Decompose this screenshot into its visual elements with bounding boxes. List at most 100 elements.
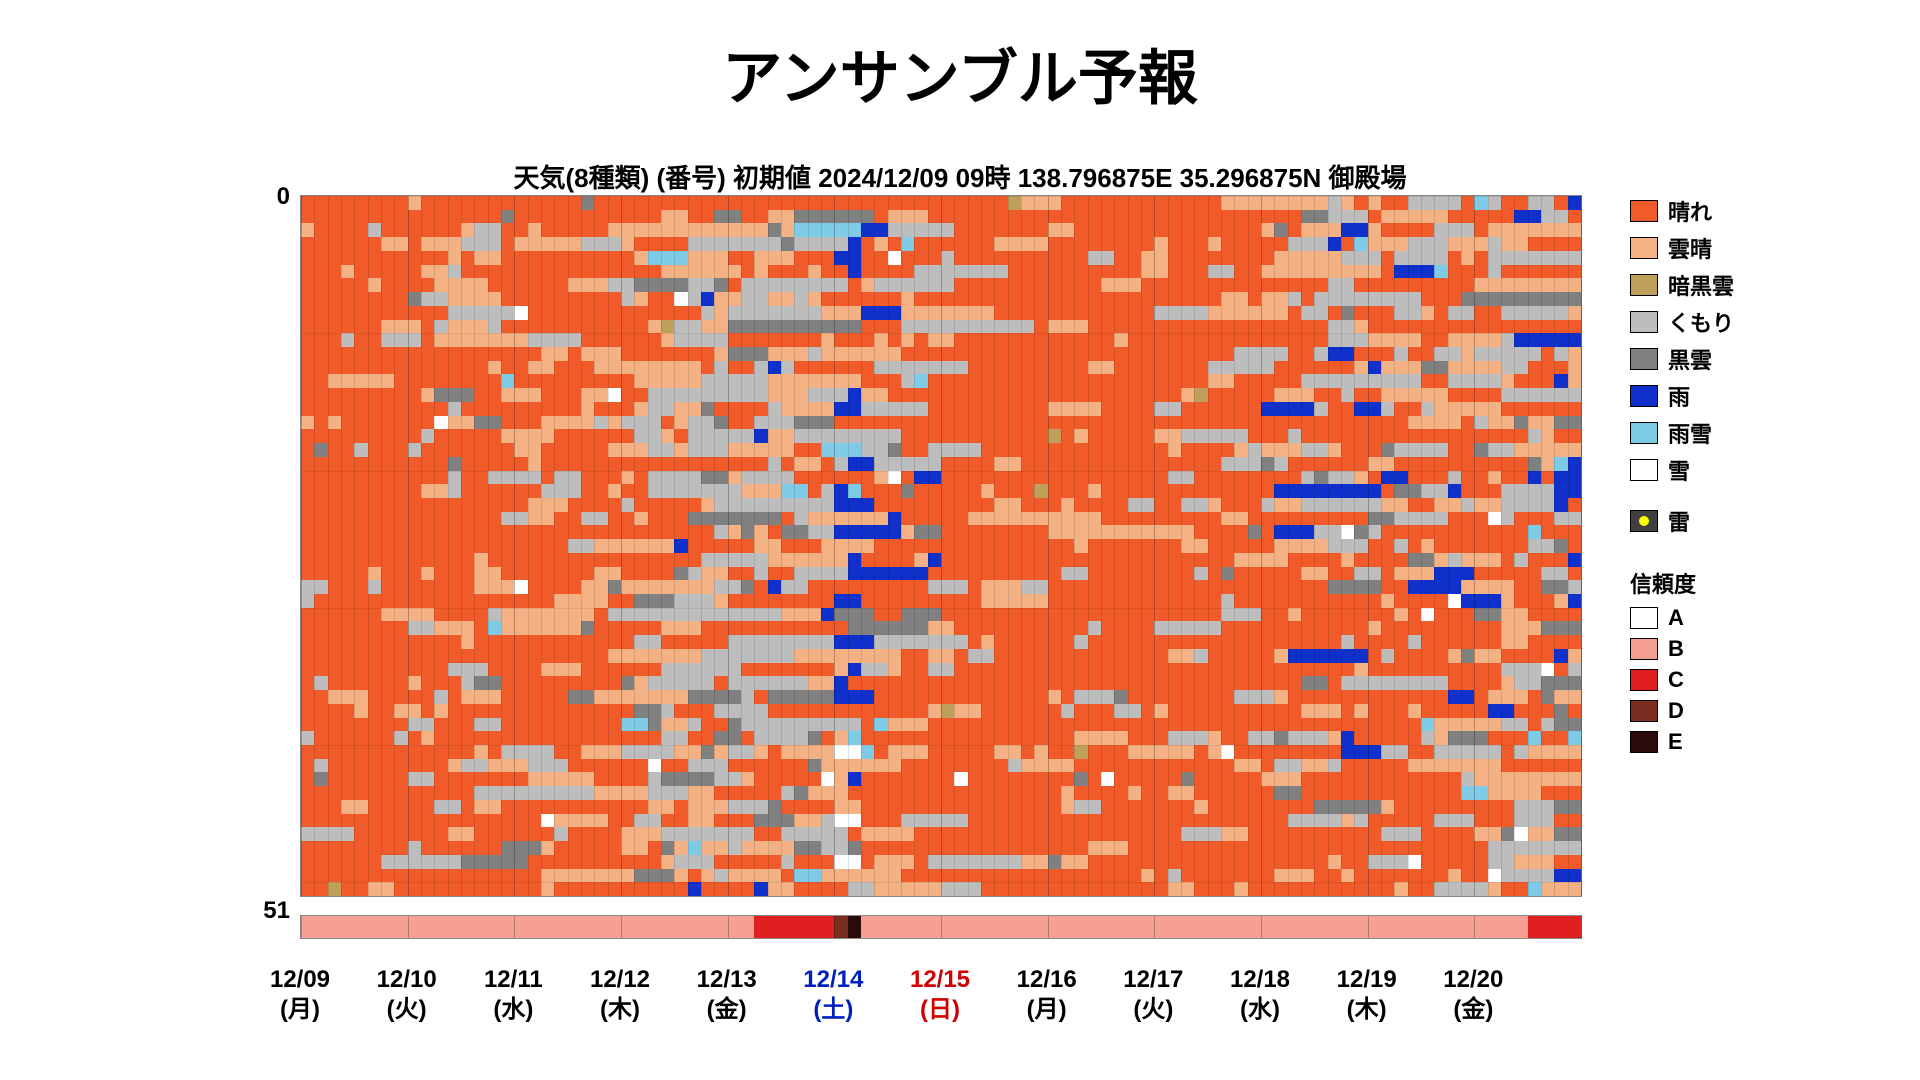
- heatmap-cell: [1194, 374, 1208, 388]
- heatmap-cell: [688, 333, 702, 347]
- heatmap-cell: [1501, 869, 1515, 883]
- heatmap-cell: [834, 786, 848, 800]
- heatmap-cell: [1128, 196, 1142, 210]
- heatmap-cell: [901, 841, 915, 855]
- heatmap-cell: [528, 265, 542, 279]
- heatmap-cell: [541, 580, 555, 594]
- heatmap-cell: [1354, 374, 1368, 388]
- heatmap-cell: [1328, 841, 1342, 855]
- heatmap-cell: [1354, 347, 1368, 361]
- heatmap-cell: [301, 292, 315, 306]
- heatmap-cell: [1301, 210, 1315, 224]
- heatmap-cell: [914, 251, 928, 265]
- heatmap-cell: [314, 759, 328, 773]
- heatmap-cell: [1514, 402, 1528, 416]
- heatmap-cell: [941, 292, 955, 306]
- heatmap-cell: [901, 402, 915, 416]
- heatmap-cell: [1528, 278, 1542, 292]
- heatmap-cell: [861, 512, 875, 526]
- heatmap-cell: [474, 196, 488, 210]
- heatmap-cell: [1354, 512, 1368, 526]
- heatmap-cell: [981, 718, 995, 732]
- heatmap-cell: [341, 567, 355, 581]
- heatmap-cell: [1528, 690, 1542, 704]
- heatmap-cell: [941, 553, 955, 567]
- heatmap-cell: [701, 772, 715, 786]
- heatmap-cell: [621, 265, 635, 279]
- heatmap-cell: [1208, 512, 1222, 526]
- heatmap-cell: [834, 841, 848, 855]
- heatmap-cell: [568, 608, 582, 622]
- heatmap-cell: [528, 772, 542, 786]
- heatmap-cell: [328, 484, 342, 498]
- heatmap-cell: [501, 210, 515, 224]
- heatmap-cell: [314, 800, 328, 814]
- heatmap-cell: [1328, 731, 1342, 745]
- heatmap-cell: [1408, 553, 1422, 567]
- heatmap-cell: [1301, 594, 1315, 608]
- heatmap-cell: [1528, 580, 1542, 594]
- heatmap-cell: [1088, 512, 1102, 526]
- heatmap-cell: [368, 416, 382, 430]
- heatmap-cell: [1034, 635, 1048, 649]
- heatmap-cell: [874, 265, 888, 279]
- heatmap-cell: [1274, 869, 1288, 883]
- heatmap-cell: [1354, 594, 1368, 608]
- heatmap-cell: [1501, 800, 1515, 814]
- heatmap-cell: [994, 882, 1008, 896]
- heatmap-cell: [301, 718, 315, 732]
- heatmap-cell: [554, 869, 568, 883]
- heatmap-cell: [714, 800, 728, 814]
- heatmap-cell: [314, 388, 328, 402]
- heatmap-cell: [1034, 594, 1048, 608]
- heatmap-cell: [434, 621, 448, 635]
- heatmap-cell: [1141, 278, 1155, 292]
- heatmap-cell: [1141, 292, 1155, 306]
- heatmap-cell: [621, 621, 635, 635]
- heatmap-cell: [474, 704, 488, 718]
- heatmap-cell: [1554, 621, 1568, 635]
- heatmap-cell: [354, 772, 368, 786]
- confidence-cell: [1448, 916, 1462, 938]
- heatmap-cell: [1061, 443, 1075, 457]
- heatmap-cell: [568, 443, 582, 457]
- heatmap-cell: [928, 676, 942, 690]
- heatmap-cell: [1368, 800, 1382, 814]
- heatmap-cell: [1541, 704, 1555, 718]
- heatmap-cell: [754, 292, 768, 306]
- heatmap-cell: [448, 498, 462, 512]
- heatmap-cell: [661, 594, 675, 608]
- heatmap-cell: [1034, 388, 1048, 402]
- heatmap-cell: [648, 333, 662, 347]
- heatmap-cell: [1061, 882, 1075, 896]
- heatmap-cell: [1074, 827, 1088, 841]
- heatmap-cell: [674, 457, 688, 471]
- heatmap-cell: [954, 869, 968, 883]
- heatmap-cell: [1328, 292, 1342, 306]
- heatmap-cell: [994, 663, 1008, 677]
- heatmap-cell: [848, 745, 862, 759]
- heatmap-cell: [421, 663, 435, 677]
- heatmap-cell: [1461, 265, 1475, 279]
- heatmap-cell: [328, 827, 342, 841]
- heatmap-cell: [1541, 237, 1555, 251]
- heatmap-cell: [1554, 841, 1568, 855]
- heatmap-cell: [1154, 471, 1168, 485]
- heatmap-cell: [1568, 237, 1582, 251]
- heatmap-cell: [514, 759, 528, 773]
- heatmap-cell: [1288, 347, 1302, 361]
- heatmap-cell: [1341, 690, 1355, 704]
- heatmap-cell: [1461, 827, 1475, 841]
- heatmap-cell: [848, 649, 862, 663]
- heatmap-cell: [1461, 676, 1475, 690]
- heatmap-cell: [541, 388, 555, 402]
- heatmap-cell: [594, 635, 608, 649]
- heatmap-cell: [488, 841, 502, 855]
- heatmap-cell: [608, 306, 622, 320]
- heatmap-cell: [1048, 196, 1062, 210]
- heatmap-cell: [1208, 223, 1222, 237]
- heatmap-cell: [1021, 374, 1035, 388]
- heatmap-cell: [394, 251, 408, 265]
- heatmap-cell: [381, 512, 395, 526]
- heatmap-cell: [1208, 278, 1222, 292]
